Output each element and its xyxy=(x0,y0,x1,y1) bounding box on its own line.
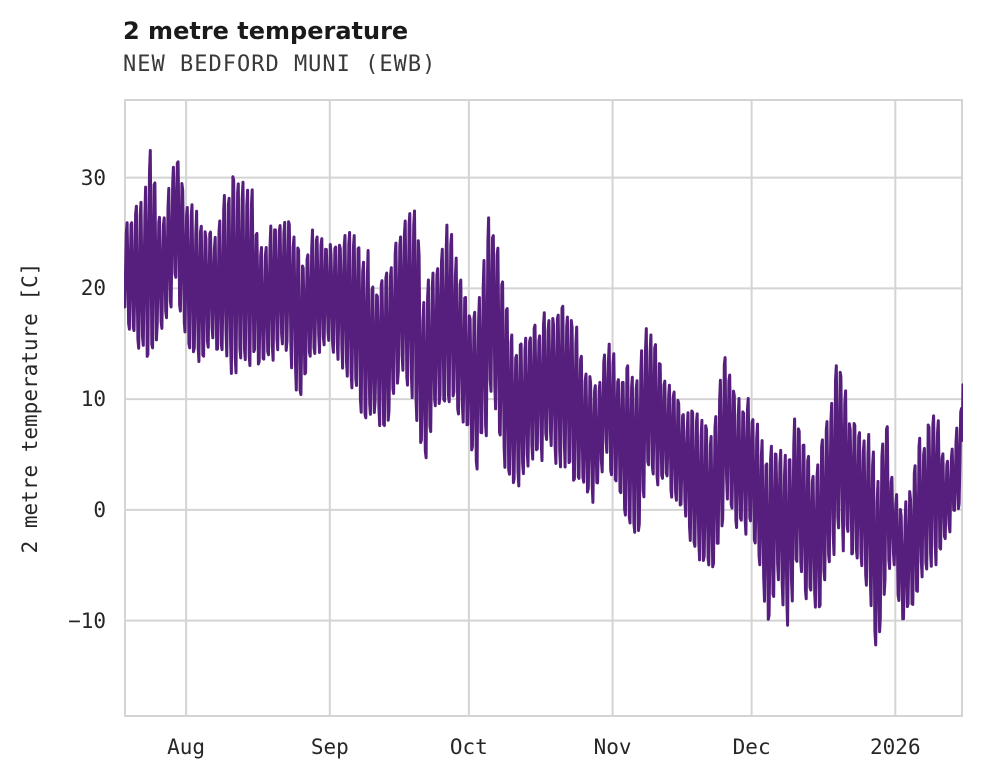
y-tick-label: 30 xyxy=(80,165,106,190)
y-tick-label: 0 xyxy=(93,497,106,522)
y-tick-label: 10 xyxy=(80,387,106,412)
x-tick-label: Aug xyxy=(167,735,206,759)
x-tick-label: Oct xyxy=(449,735,488,759)
x-tick-label: Dec xyxy=(732,735,771,759)
x-tick-label: 2026 xyxy=(870,735,921,759)
temperature-line xyxy=(124,149,963,647)
chart-title: 2 metre temperature xyxy=(123,17,409,45)
x-tick-label: Sep xyxy=(310,735,349,759)
chart-subtitle: NEW BEDFORD MUNI (EWB) xyxy=(123,52,437,77)
y-tick-label: 20 xyxy=(80,276,106,301)
x-tick-label: Nov xyxy=(593,735,632,759)
y-tick-label: −10 xyxy=(68,608,106,633)
temperature-chart-svg xyxy=(124,99,963,717)
y-axis-label: 2 metre temperature [C] xyxy=(18,262,42,554)
plot-area xyxy=(124,99,963,717)
